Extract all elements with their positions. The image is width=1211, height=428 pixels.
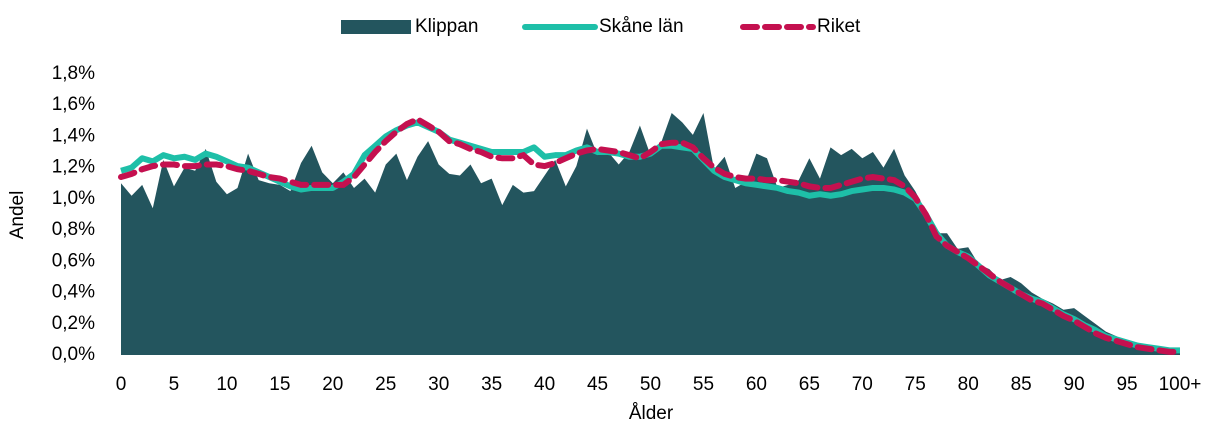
y-axis-label: Andel bbox=[7, 191, 28, 240]
x-tick-label: 100+ bbox=[1159, 374, 1202, 395]
legend-label: Riket bbox=[817, 16, 861, 37]
legend-label: Skåne län bbox=[599, 16, 684, 37]
y-tick-label: 1,8% bbox=[52, 63, 95, 84]
x-tick-label: 70 bbox=[852, 374, 873, 395]
x-tick-label: 10 bbox=[216, 374, 237, 395]
x-tick-label: 15 bbox=[269, 374, 290, 395]
y-tick-label: 0,4% bbox=[52, 282, 95, 303]
x-tick-label: 65 bbox=[799, 374, 820, 395]
x-tick-label: 95 bbox=[1116, 374, 1137, 395]
x-tick-label: 40 bbox=[534, 374, 555, 395]
x-tick-label: 45 bbox=[587, 374, 608, 395]
x-tick-label: 50 bbox=[640, 374, 661, 395]
x-axis-label: Ålder bbox=[629, 403, 674, 424]
x-tick-label: 60 bbox=[746, 374, 767, 395]
x-tick-label: 35 bbox=[481, 374, 502, 395]
y-tick-label: 0,6% bbox=[52, 250, 95, 271]
x-tick-label: 90 bbox=[1064, 374, 1085, 395]
y-tick-label: 1,6% bbox=[52, 94, 95, 115]
y-tick-label: 1,2% bbox=[52, 157, 95, 178]
legend-swatch bbox=[341, 20, 411, 34]
legend-label: Klippan bbox=[415, 16, 478, 37]
x-tick-label: 80 bbox=[958, 374, 979, 395]
x-tick-label: 20 bbox=[322, 374, 343, 395]
y-tick-label: 0,2% bbox=[52, 313, 95, 334]
dashed-line bbox=[118, 115, 1183, 355]
x-tick-label: 25 bbox=[375, 374, 396, 395]
y-tick-label: 1,0% bbox=[52, 188, 95, 209]
y-tick-label: 1,4% bbox=[52, 125, 95, 146]
y-tick-label: 0,0% bbox=[52, 344, 95, 365]
x-tick-label: 5 bbox=[169, 374, 180, 395]
area bbox=[121, 113, 1180, 356]
x-tick-label: 85 bbox=[1011, 374, 1032, 395]
x-tick-label: 75 bbox=[905, 374, 926, 395]
x-tick-label: 30 bbox=[428, 374, 449, 395]
x-tick-label: 0 bbox=[116, 374, 127, 395]
y-tick-label: 0,8% bbox=[52, 219, 95, 240]
x-tick-label: 55 bbox=[693, 374, 714, 395]
